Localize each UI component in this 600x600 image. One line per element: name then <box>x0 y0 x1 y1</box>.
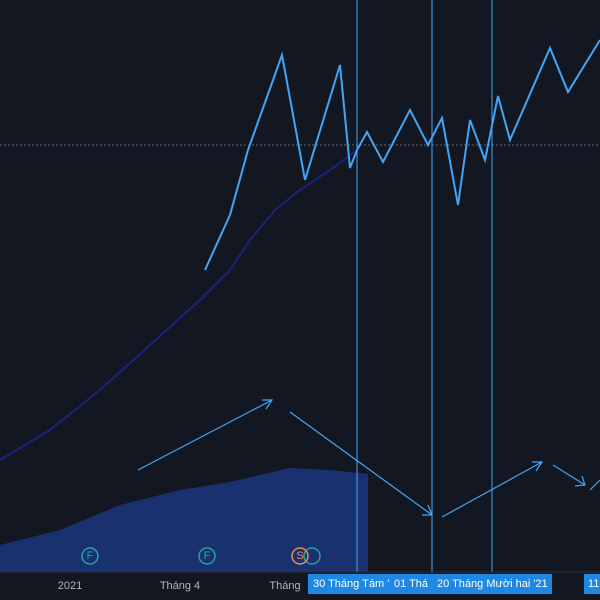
date-tag <box>390 574 432 594</box>
axis-label: Tháng <box>269 580 300 592</box>
event-label: F <box>204 550 211 562</box>
event-icons: F F S <box>81 547 321 565</box>
axis-label: Tháng 4 <box>160 580 200 592</box>
volume-area <box>0 468 368 572</box>
date-tag-label: 01 Thá <box>394 578 429 590</box>
event-label: F <box>87 550 94 562</box>
date-tag-label: 11 <box>588 578 599 590</box>
projection <box>204 39 600 271</box>
date-tag-label: 20 Tháng Mười hai '21 <box>437 578 548 590</box>
date-tag <box>308 574 390 594</box>
event-label: S <box>296 550 303 562</box>
arrows <box>137 399 600 518</box>
date-tag <box>432 574 552 594</box>
date-tag <box>584 574 600 594</box>
date-tag-label: 30 Tháng Tám '21 <box>313 578 402 590</box>
moving-average <box>0 149 358 461</box>
vertical-lines <box>356 0 493 572</box>
axis-label: 2021 <box>58 580 82 592</box>
